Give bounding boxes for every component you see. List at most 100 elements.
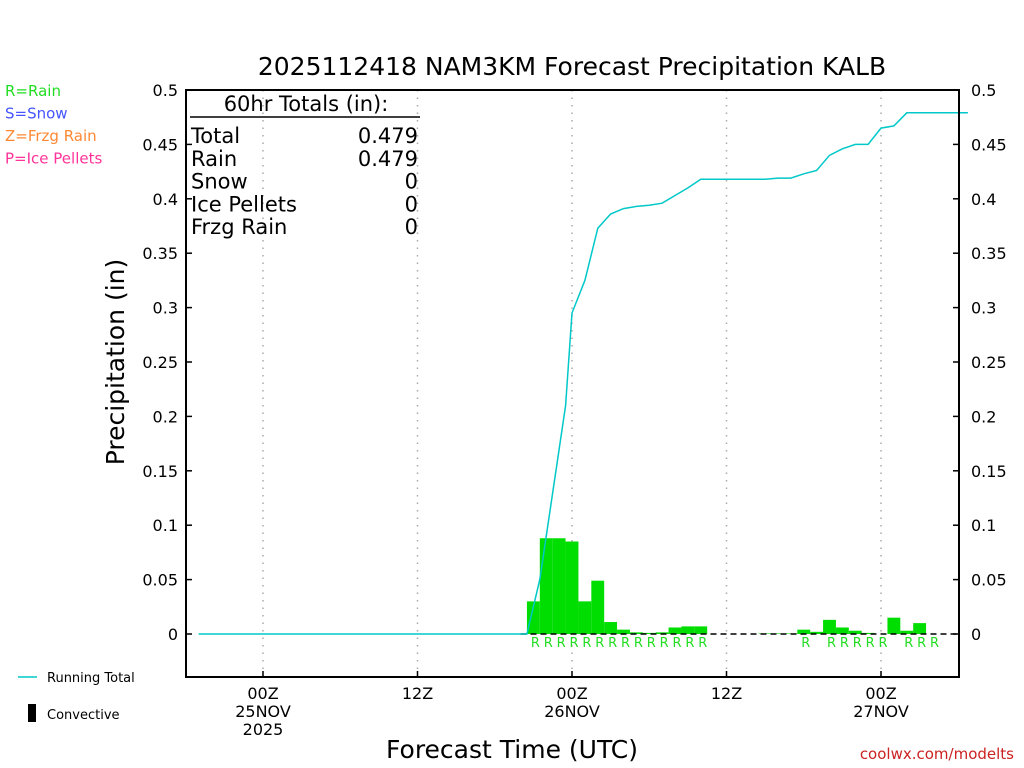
x-tick-label: 2025 <box>243 720 284 739</box>
rain-marker: R <box>570 636 579 651</box>
y-tick-label-left: 0.4 <box>153 190 178 209</box>
credit-text: coolwx.com/modelts <box>860 745 1014 763</box>
x-tick-label: 27NOV <box>853 702 909 721</box>
rain-marker: R <box>582 636 591 651</box>
rain-marker: R <box>827 636 836 651</box>
totals-row-label: Total <box>190 124 240 148</box>
precip-bar <box>797 629 811 634</box>
x-tick-label: 00Z <box>247 684 278 703</box>
totals-row-label: Rain <box>191 147 237 171</box>
totals-box: 60hr Totals (in): Total 0.479 Rain 0.479 Snow… <box>190 92 420 239</box>
rain-marker: R <box>879 636 888 651</box>
rain-marker: R <box>930 636 939 651</box>
y-tick-label-left: 0.3 <box>153 299 178 318</box>
y-axis: 0 00.05 0.050.1 0.10.15 0.150.2 0.20.25 0.250.… <box>142 81 1006 644</box>
x-tick-label: 12Z <box>402 684 433 703</box>
y-tick-label-left: 0.15 <box>142 462 178 481</box>
precip-type-legend-item: R=Rain <box>5 82 61 100</box>
x-tick-label: 25NOV <box>235 702 291 721</box>
y-tick-label-right: 0.45 <box>971 135 1007 154</box>
y-tick-label-right: 0.15 <box>971 462 1007 481</box>
rain-marker: R <box>608 636 617 651</box>
rain-marker: R <box>634 636 643 651</box>
convective-legend-swatch <box>28 704 36 722</box>
y-tick-label-right: 0.3 <box>971 299 996 318</box>
precip-bar <box>617 629 630 634</box>
precip-bar <box>604 622 618 634</box>
precip-type-legend-item: Z=Frzg Rain <box>5 127 97 145</box>
rain-marker: R <box>917 636 926 651</box>
y-tick-label-left: 0.35 <box>142 244 178 263</box>
precip-bar <box>578 601 592 634</box>
y-tick-label-left: 0.5 <box>153 81 178 100</box>
totals-row-value: 0.479 <box>358 124 418 148</box>
y-tick-label-left: 0.45 <box>142 135 178 154</box>
x-tick-label: 12Z <box>711 684 742 703</box>
precip-bar <box>681 626 695 634</box>
gridlines <box>262 90 882 677</box>
rain-marker: R <box>685 636 694 651</box>
precip-bar <box>694 626 708 634</box>
y-tick-label-left: 0.05 <box>142 571 178 590</box>
running-total-line <box>198 112 968 635</box>
precip-bar <box>642 632 656 634</box>
precip-bar <box>565 541 579 634</box>
precip-bar <box>810 631 824 634</box>
rain-marker: R <box>621 636 630 651</box>
chart-title: 2025112418 NAM3KM Forecast Precipitation… <box>258 52 886 81</box>
y-tick-label-right: 0.1 <box>971 516 996 535</box>
precip-bar <box>771 633 785 634</box>
totals-row-label: Ice Pellets <box>191 192 297 216</box>
rain-marker: R <box>660 636 669 651</box>
y-tick-label-right: 0.5 <box>971 81 996 100</box>
precip-bar <box>591 580 605 634</box>
convective-legend-label: Convective <box>47 708 120 723</box>
y-tick-label-left: 0 <box>168 625 178 644</box>
y-tick-label-left: 0.2 <box>153 407 178 426</box>
y-tick-label-right: 0.35 <box>971 244 1007 263</box>
x-axis-label: Forecast Time (UTC) <box>386 735 638 764</box>
precip-bar <box>913 623 927 634</box>
y-tick-label-right: 0 <box>971 625 981 644</box>
running-total-legend-label: Running Total <box>47 671 135 686</box>
x-tick-label: 26NOV <box>544 702 600 721</box>
precip-bar <box>900 630 914 634</box>
precip-bar <box>823 619 836 634</box>
y-tick-label-left: 0.1 <box>153 516 178 535</box>
rain-marker: R <box>557 636 566 651</box>
rain-marker: R <box>647 636 656 651</box>
running-total-series <box>198 112 968 635</box>
rain-marker: R <box>840 636 849 651</box>
rain-marker: R <box>531 636 540 651</box>
rain-marker: R <box>801 636 810 651</box>
precip-bar <box>835 627 849 634</box>
rain-marker: R <box>853 636 862 651</box>
series-legend: Running Total Convective <box>18 671 135 723</box>
totals-row-value: 0 <box>405 215 418 239</box>
y-tick-label-right: 0.05 <box>971 571 1007 590</box>
totals-row-value: 0.479 <box>358 147 418 171</box>
totals-row-value: 0 <box>405 192 418 216</box>
precip-bar <box>655 632 669 634</box>
precip-bar <box>552 538 566 634</box>
precip-bar <box>526 601 540 634</box>
rain-marker: R <box>866 636 875 651</box>
y-tick-label-right: 0.4 <box>971 190 996 209</box>
precip-bar <box>668 627 682 634</box>
precip-type-legend-item: P=Ice Pellets <box>5 150 102 168</box>
x-tick-label: 00Z <box>865 684 896 703</box>
y-tick-label-left: 0.25 <box>142 353 178 372</box>
rain-marker: R <box>544 636 553 651</box>
precip-bar <box>887 617 901 634</box>
y-tick-label-right: 0.25 <box>971 353 1007 372</box>
precip-type-legend-item: S=Snow <box>5 105 68 123</box>
y-axis-label: Precipitation (in) <box>101 259 130 466</box>
x-tick-label: 00Z <box>556 684 587 703</box>
totals-row-label: Snow <box>191 170 248 194</box>
rain-marker: R <box>904 636 913 651</box>
rain-marker: R <box>698 636 707 651</box>
precip-bar <box>539 538 553 634</box>
